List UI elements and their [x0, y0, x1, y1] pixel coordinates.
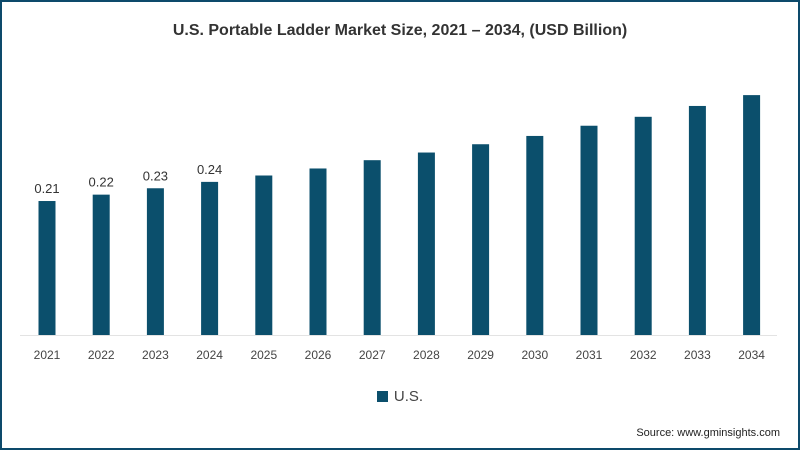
bar-2030: [526, 135, 544, 335]
x-tick-label: 2031: [576, 348, 603, 362]
bar-2032: [634, 116, 652, 335]
bar-2034: [743, 95, 761, 335]
bar-2024: [201, 181, 219, 335]
bar-2026: [309, 168, 327, 335]
x-tick-label: 2029: [467, 348, 494, 362]
x-tick-label: 2022: [88, 348, 115, 362]
bar-2031: [580, 125, 598, 336]
legend-label: U.S.: [393, 388, 424, 405]
x-tick-label: 2025: [250, 348, 277, 362]
chart-title: U.S. Portable Ladder Market Size, 2021 –…: [172, 22, 628, 39]
bar-2033: [688, 105, 706, 335]
bar-2021: [38, 201, 56, 335]
x-tick-label: 2034: [738, 348, 765, 362]
data-label: 0.23: [143, 168, 168, 183]
bar-2022: [92, 194, 110, 335]
legend: U.S.: [0, 388, 800, 405]
x-tick-label: 2023: [142, 348, 169, 362]
bar-2025: [255, 175, 273, 335]
x-tick-label: 2027: [359, 348, 386, 362]
bar-2027: [363, 160, 381, 335]
data-label: 0.21: [34, 181, 59, 196]
x-tick-label: 2028: [413, 348, 440, 362]
x-tick-label: 2024: [196, 348, 223, 362]
bar-2028: [417, 152, 435, 335]
data-label: 0.22: [89, 175, 114, 190]
x-tick-label: 2030: [521, 348, 548, 362]
bar-2029: [472, 144, 490, 335]
legend-swatch: [376, 391, 388, 402]
x-tick-label: 2032: [630, 348, 657, 362]
data-label: 0.24: [197, 162, 222, 177]
x-tick-label: 2021: [34, 348, 61, 362]
source-note: Source: www.gminsights.com: [636, 427, 780, 439]
x-tick-label: 2033: [684, 348, 711, 362]
x-tick-label: 2026: [305, 348, 332, 362]
bar-2023: [146, 188, 164, 335]
